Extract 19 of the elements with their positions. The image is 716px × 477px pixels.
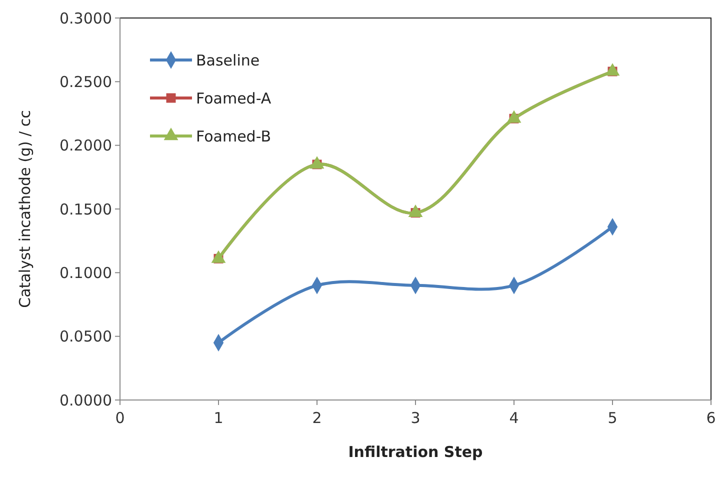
y-tick-label: 0.1500 [60, 200, 112, 218]
y-tick-label: 0.2500 [60, 72, 112, 91]
legend-label: Foamed-A [196, 89, 272, 108]
x-tick-label: 4 [509, 409, 519, 427]
x-tick-label: 1 [214, 409, 224, 427]
y-tick-label: 0.3000 [60, 9, 112, 28]
y-axis-title: Catalyst incathode (g) / cc [16, 110, 34, 308]
legend-label: Foamed-B [196, 127, 271, 146]
x-tick-label: 2 [312, 409, 322, 427]
y-tick-label: 0.2000 [60, 136, 112, 155]
y-tick-label: 0.0500 [60, 328, 112, 346]
y-tick-label: 0.1000 [60, 264, 112, 282]
y-tick-label: 0.0000 [60, 391, 112, 410]
x-tick-label: 6 [706, 409, 716, 427]
x-tick-label: 3 [410, 409, 420, 427]
x-tick-label: 0 [115, 409, 125, 427]
legend-label: Baseline [196, 51, 260, 70]
x-axis-title: Infiltration Step [348, 443, 484, 461]
x-tick-label: 5 [608, 409, 618, 427]
